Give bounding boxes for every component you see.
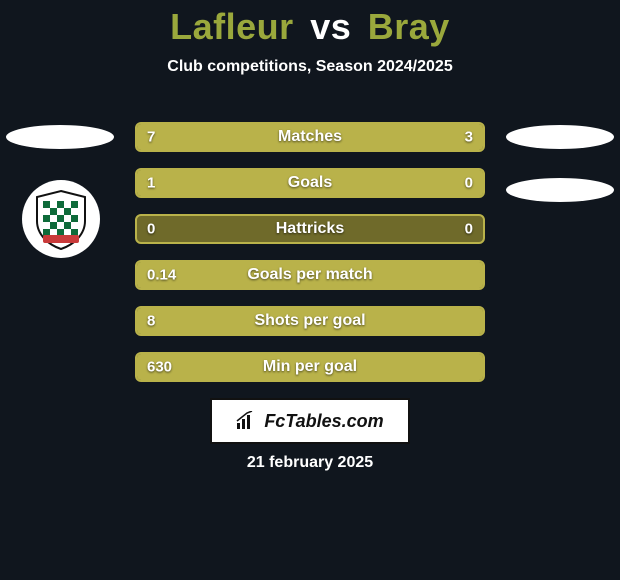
right-ellipse-decorative <box>506 125 614 149</box>
left-ellipse-decorative <box>6 125 114 149</box>
player2-name: Bray <box>368 6 450 47</box>
stat-row: 00Hattricks <box>135 214 485 244</box>
stat-label: Goals per match <box>135 266 485 284</box>
player1-name: Lafleur <box>170 6 294 47</box>
player1-avatar <box>22 180 100 258</box>
stat-label: Goals <box>135 174 485 192</box>
brand-box: FcTables.com <box>210 398 410 444</box>
player2-avatar <box>520 180 598 258</box>
stat-label: Shots per goal <box>135 312 485 330</box>
page-title: Lafleur vs Bray <box>0 0 620 48</box>
date-text: 21 february 2025 <box>0 454 620 472</box>
vs-text: vs <box>310 6 351 47</box>
stat-label: Hattricks <box>135 220 485 238</box>
badge-banner <box>43 235 79 243</box>
chart-icon <box>236 411 256 431</box>
comparison-card: Lafleur vs Bray Club competitions, Seaso… <box>0 0 620 580</box>
stat-row: 8Shots per goal <box>135 306 485 336</box>
stat-row: 630Min per goal <box>135 352 485 382</box>
brand-text: FcTables.com <box>264 411 383 432</box>
stat-row: 0.14Goals per match <box>135 260 485 290</box>
stat-label: Matches <box>135 128 485 146</box>
club-badge-icon <box>29 187 93 251</box>
stat-row: 10Goals <box>135 168 485 198</box>
stat-row: 73Matches <box>135 122 485 152</box>
stat-bars: 73Matches 10Goals 00Hattricks 0.14Goals per… <box>135 122 485 398</box>
stat-label: Min per goal <box>135 358 485 376</box>
subtitle: Club competitions, Season 2024/2025 <box>0 58 620 76</box>
checker-pattern <box>43 201 78 236</box>
